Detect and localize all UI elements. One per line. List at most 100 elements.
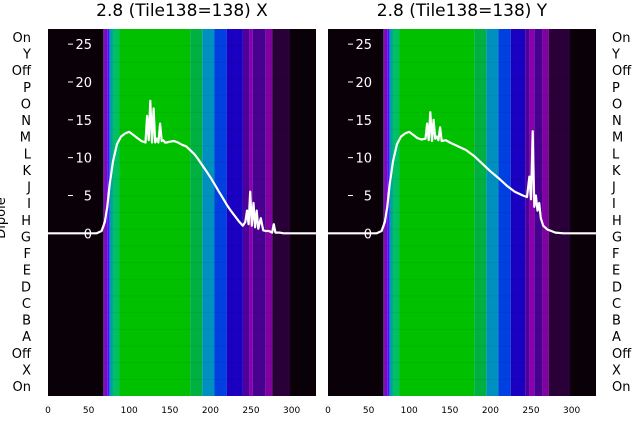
heatmap-band bbox=[290, 29, 316, 396]
x-tick-label: 0 bbox=[325, 406, 331, 416]
overlay-y-tick-label: 25 bbox=[355, 38, 372, 53]
row-label-right: K bbox=[612, 164, 621, 179]
x-tick-label: 0 bbox=[45, 406, 51, 416]
x-tick-label: 50 bbox=[363, 406, 375, 416]
row-label-right: X bbox=[612, 363, 621, 378]
x-tick-label: 150 bbox=[441, 406, 458, 416]
row-label-right: G bbox=[612, 230, 622, 245]
heatmap-band bbox=[474, 29, 487, 396]
row-label-left: On bbox=[13, 31, 31, 46]
row-label-left: Off bbox=[12, 64, 32, 79]
heatmap-band bbox=[252, 29, 266, 396]
heatmap-band bbox=[498, 29, 511, 396]
heatmap-band bbox=[534, 29, 543, 396]
series-line bbox=[48, 99, 316, 235]
x-tick-label: 50 bbox=[83, 406, 95, 416]
row-label-left: C bbox=[22, 297, 31, 312]
row-label-left: N bbox=[21, 114, 31, 129]
row-label-left: M bbox=[20, 131, 31, 146]
heatmap-band bbox=[392, 29, 400, 396]
overlay-y-tick-label: 15 bbox=[355, 114, 372, 129]
heatmap-band bbox=[328, 29, 384, 396]
row-label-left: J bbox=[26, 181, 31, 196]
x-tick-label: 100 bbox=[121, 406, 138, 416]
row-label-left: Off bbox=[12, 347, 32, 362]
row-label-right: B bbox=[612, 314, 621, 329]
row-label-right: E bbox=[612, 264, 620, 279]
row-label-right: I bbox=[612, 197, 616, 212]
heatmap-band bbox=[112, 29, 120, 396]
heatmap-band bbox=[103, 29, 105, 396]
chart-title: 2.8 (Tile138=138) Y bbox=[377, 1, 548, 21]
row-label-left: D bbox=[21, 280, 31, 295]
row-label-left: G bbox=[21, 230, 31, 245]
heatmap-band bbox=[226, 29, 243, 396]
x-tick-label: 100 bbox=[401, 406, 418, 416]
heatmap-band bbox=[109, 29, 113, 396]
x-tick-label: 200 bbox=[202, 406, 219, 416]
heatmap-band bbox=[214, 29, 227, 396]
row-label-right: M bbox=[612, 131, 623, 146]
panel-x: 2.8 (Tile138=138) X 0 50 100 150 200 250 300 0 5 1… bbox=[45, 1, 316, 416]
row-label-left: On bbox=[13, 380, 31, 395]
heatmap-band bbox=[486, 29, 499, 396]
row-label-right: P bbox=[612, 81, 620, 96]
heatmap-band bbox=[383, 29, 385, 396]
row-label-right: F bbox=[612, 247, 619, 262]
overlay-y-tick-label: 0 bbox=[84, 227, 92, 242]
row-label-left: P bbox=[23, 81, 31, 96]
heatmap-band bbox=[510, 29, 526, 396]
row-label-left: K bbox=[22, 164, 31, 179]
row-label-right: Y bbox=[611, 48, 620, 63]
x-tick-label: 200 bbox=[482, 406, 499, 416]
row-label-right: On bbox=[612, 31, 630, 46]
x-tick-label: 300 bbox=[283, 406, 300, 416]
row-label-left: X bbox=[22, 363, 31, 378]
overlay-y-tick-label: 15 bbox=[75, 114, 92, 129]
heatmap-band bbox=[525, 29, 530, 396]
heatmap-band bbox=[389, 29, 393, 396]
row-label-left: I bbox=[27, 197, 31, 212]
dipole-axis-label: Dipole bbox=[0, 197, 9, 238]
row-label-right: O bbox=[612, 97, 622, 112]
row-label-left: Y bbox=[22, 48, 31, 63]
overlay-y-tick-label: 5 bbox=[84, 189, 92, 204]
chart-title: 2.8 (Tile138=138) X bbox=[96, 1, 268, 21]
heatmap-band bbox=[542, 29, 549, 396]
overlay-y-tick-label: 0 bbox=[364, 227, 372, 242]
heatmap-band bbox=[48, 29, 104, 396]
overlay-y-tick-label: 25 bbox=[75, 38, 92, 53]
overlay-y-tick-label: 5 bbox=[364, 189, 372, 204]
row-label-right: N bbox=[612, 114, 622, 129]
row-label-left: H bbox=[21, 214, 31, 229]
series-line bbox=[328, 111, 596, 235]
row-label-right: D bbox=[612, 280, 622, 295]
row-label-right: Off bbox=[612, 347, 632, 362]
heatmap-band bbox=[399, 29, 475, 396]
row-label-left: L bbox=[24, 147, 32, 162]
overlay-y-tick-label: 10 bbox=[355, 152, 372, 167]
row-label-right: J bbox=[611, 181, 616, 196]
overlay-y-tick-label: 20 bbox=[355, 76, 372, 91]
heatmap-band bbox=[570, 29, 596, 396]
overlay-y-tick-label: 10 bbox=[75, 152, 92, 167]
heatmap-band bbox=[272, 29, 291, 396]
row-label-right: On bbox=[612, 380, 630, 395]
heatmap-band bbox=[190, 29, 203, 396]
heatmap-band bbox=[107, 29, 110, 396]
row-label-left: F bbox=[24, 247, 31, 262]
row-label-left: B bbox=[22, 314, 31, 329]
row-label-left: A bbox=[22, 330, 31, 345]
row-label-right: C bbox=[612, 297, 621, 312]
row-label-right: L bbox=[612, 147, 620, 162]
row-label-right: A bbox=[612, 330, 621, 345]
row-label-right: H bbox=[612, 214, 622, 229]
heatmap-band bbox=[529, 29, 535, 396]
row-label-left: O bbox=[21, 97, 31, 112]
x-tick-label: 250 bbox=[522, 406, 539, 416]
heatmap-band bbox=[548, 29, 571, 396]
row-label-left: E bbox=[23, 264, 31, 279]
overlay-y-tick-label: 20 bbox=[75, 76, 92, 91]
heatmap-band bbox=[202, 29, 215, 396]
